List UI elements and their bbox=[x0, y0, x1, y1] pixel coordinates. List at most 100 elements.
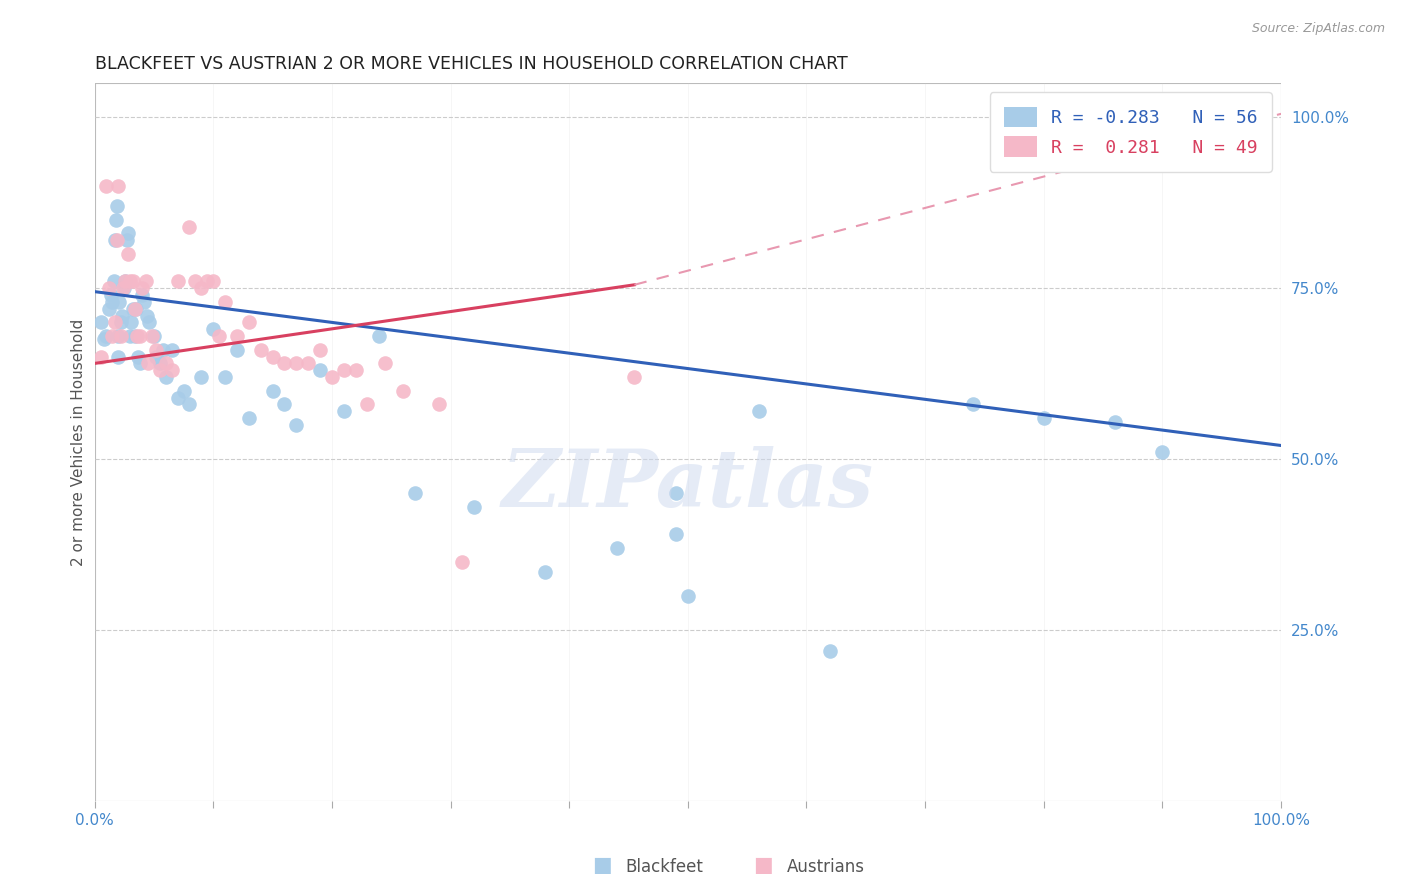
Point bbox=[115, 233, 138, 247]
Text: ZIPatlas: ZIPatlas bbox=[502, 446, 875, 524]
Point bbox=[152, 343, 174, 357]
Legend: R = -0.283   N = 56, R =  0.281   N = 49: R = -0.283 N = 56, R = 0.281 N = 49 bbox=[990, 92, 1272, 171]
Point bbox=[114, 274, 136, 288]
Point bbox=[131, 288, 153, 302]
Text: Blackfeet: Blackfeet bbox=[626, 858, 703, 876]
Point bbox=[606, 541, 628, 555]
Text: ■: ■ bbox=[754, 855, 773, 875]
Point bbox=[124, 301, 146, 316]
Point bbox=[190, 370, 212, 384]
Point bbox=[121, 274, 143, 288]
Point bbox=[226, 329, 249, 343]
Point bbox=[128, 356, 150, 370]
Y-axis label: 2 or more Vehicles in Household: 2 or more Vehicles in Household bbox=[72, 318, 86, 566]
Point bbox=[104, 315, 127, 329]
Point bbox=[368, 329, 391, 343]
Point bbox=[149, 356, 172, 370]
Point bbox=[112, 281, 135, 295]
Point bbox=[309, 363, 332, 377]
Point bbox=[89, 350, 111, 364]
Point bbox=[127, 329, 149, 343]
Point bbox=[748, 404, 770, 418]
Point bbox=[1152, 445, 1174, 459]
Point bbox=[451, 555, 474, 569]
Point bbox=[120, 315, 142, 329]
Point bbox=[195, 274, 218, 288]
Point bbox=[332, 363, 354, 377]
Point bbox=[107, 350, 129, 364]
Point bbox=[665, 486, 688, 500]
Point bbox=[214, 370, 236, 384]
Point bbox=[124, 329, 146, 343]
Point bbox=[107, 178, 129, 193]
Point bbox=[155, 370, 177, 384]
Point bbox=[100, 288, 122, 302]
Point bbox=[121, 301, 143, 316]
Point bbox=[101, 329, 124, 343]
Point bbox=[97, 281, 120, 295]
Point bbox=[127, 350, 149, 364]
Text: Austrians: Austrians bbox=[787, 858, 865, 876]
Point bbox=[202, 274, 225, 288]
Point bbox=[1104, 415, 1126, 429]
Point bbox=[93, 333, 115, 347]
Point bbox=[273, 356, 295, 370]
Point bbox=[138, 315, 160, 329]
Point bbox=[190, 281, 212, 295]
Point bbox=[160, 343, 183, 357]
Point bbox=[141, 329, 163, 343]
Point bbox=[142, 329, 165, 343]
Text: Source: ZipAtlas.com: Source: ZipAtlas.com bbox=[1251, 22, 1385, 36]
Point bbox=[344, 363, 367, 377]
Point bbox=[120, 329, 142, 343]
Point bbox=[179, 397, 201, 411]
Point bbox=[155, 356, 177, 370]
Point bbox=[111, 309, 134, 323]
Point bbox=[117, 247, 139, 261]
Point bbox=[112, 281, 135, 295]
Point bbox=[226, 343, 249, 357]
Point bbox=[104, 212, 127, 227]
Point bbox=[145, 343, 167, 357]
Point bbox=[676, 589, 699, 603]
Point bbox=[262, 350, 284, 364]
Point bbox=[285, 417, 308, 432]
Point bbox=[166, 274, 188, 288]
Point bbox=[104, 233, 127, 247]
Point bbox=[285, 356, 308, 370]
Point bbox=[128, 329, 150, 343]
Point bbox=[184, 274, 207, 288]
Point bbox=[97, 301, 120, 316]
Point bbox=[534, 565, 557, 579]
Point bbox=[179, 219, 201, 234]
Point bbox=[262, 384, 284, 398]
Point bbox=[110, 329, 132, 343]
Point bbox=[134, 294, 156, 309]
Point bbox=[665, 527, 688, 541]
Point bbox=[1032, 411, 1054, 425]
Point bbox=[145, 350, 167, 364]
Point bbox=[173, 384, 195, 398]
Point bbox=[623, 370, 645, 384]
Point bbox=[107, 329, 129, 343]
Point bbox=[404, 486, 426, 500]
Point bbox=[125, 301, 148, 316]
Point bbox=[374, 356, 396, 370]
Point bbox=[297, 356, 319, 370]
Point bbox=[105, 233, 128, 247]
Point bbox=[356, 397, 378, 411]
Point bbox=[427, 397, 450, 411]
Point bbox=[135, 274, 157, 288]
Point bbox=[108, 294, 131, 309]
Point bbox=[208, 329, 231, 343]
Point bbox=[962, 397, 984, 411]
Point bbox=[309, 343, 332, 357]
Point bbox=[89, 315, 111, 329]
Point bbox=[114, 274, 136, 288]
Point bbox=[110, 315, 132, 329]
Point bbox=[105, 199, 128, 213]
Point bbox=[120, 274, 142, 288]
Point bbox=[214, 294, 236, 309]
Point bbox=[463, 500, 485, 514]
Text: BLACKFEET VS AUSTRIAN 2 OR MORE VEHICLES IN HOUSEHOLD CORRELATION CHART: BLACKFEET VS AUSTRIAN 2 OR MORE VEHICLES… bbox=[94, 55, 848, 73]
